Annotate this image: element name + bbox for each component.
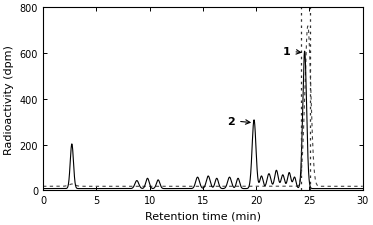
Y-axis label: Radioactivity (dpm): Radioactivity (dpm) — [4, 45, 14, 154]
X-axis label: Retention time (min): Retention time (min) — [145, 211, 261, 221]
Text: 1: 1 — [283, 47, 301, 56]
Text: 2: 2 — [228, 116, 250, 126]
